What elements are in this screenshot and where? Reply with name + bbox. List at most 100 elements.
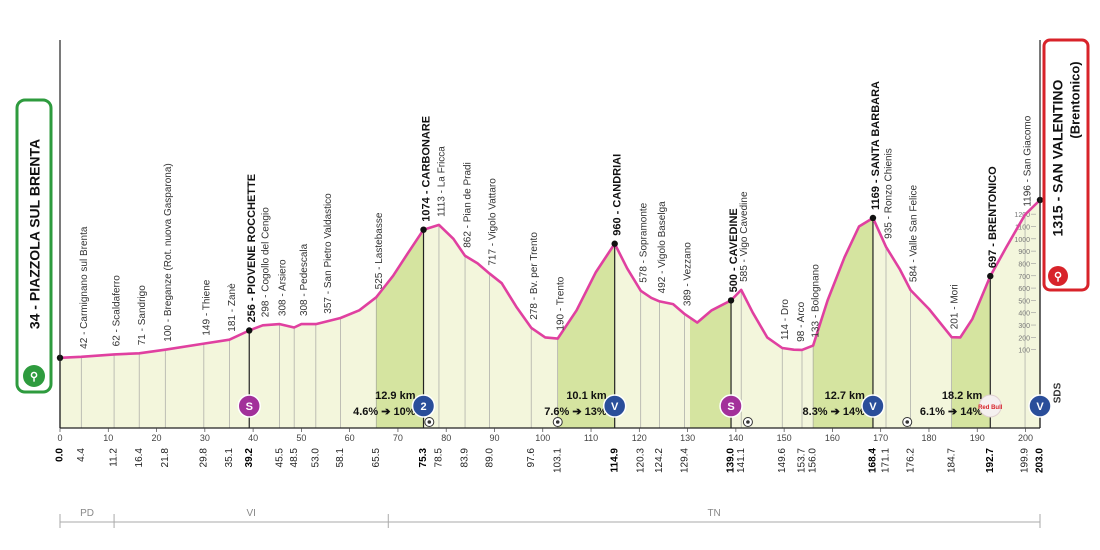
km-mark-label: 29.8 [199,448,210,468]
location-label: 960 - CANDRIAI [612,154,624,236]
route-markers: S 2 V S V Red Bull V SDS [237,382,1064,427]
km-mark-label: 120.3 [635,448,646,473]
climb-stats: 12.9 km 4.6% ➔ 10% 10.1 km 7.6% ➔ 13% 12.7 k… [353,390,982,418]
kom-marker-label: V [1036,401,1044,413]
axis-tick-label: 30 [200,433,210,443]
start-cyclist-glyph: ⚲ [30,371,38,383]
finish-cyclist-glyph: ⚲ [1054,271,1062,283]
altitude-tick-label: 600 [1018,286,1030,293]
profile-fill [60,200,1040,428]
avg-gradient: 7.6% ➔ [544,406,584,418]
axis-tick-label: 200 [1018,433,1033,443]
start-cyclist-icon [23,365,45,387]
location-label: 100 - Breganze (Rot. nuova Gasparona) [163,163,174,341]
km-mark-label: 103.1 [552,448,563,473]
climb-distance: 10.1 km [566,390,607,402]
region-label: PD [80,508,94,519]
altitude-tick-label: 1100 [1015,225,1030,232]
km-mark-label: 58.1 [335,448,346,468]
axis-tick-label: 40 [248,433,258,443]
climb-gradient: 6.1% ➔ 14% [920,406,983,418]
location-label: 114 - Dro [780,299,791,340]
climb-fill-2 [690,300,731,428]
km-mark-label: 153.7 [797,448,808,473]
location-label: 71 - Sandrigo [137,285,148,345]
axis-tick-label: 180 [921,433,936,443]
km-mark-label: 203.0 [1035,448,1046,473]
feed-zone-icon-dot [555,420,560,424]
location-label: 181 - Zanè [227,283,238,332]
km-mark-label: 184.7 [946,448,957,473]
location-label: 133 - Bolognano [811,264,822,338]
km-mark-label: 35.1 [224,448,235,468]
key-point-dot [987,272,994,280]
km-mark-label: 83.9 [460,448,471,468]
location-label: 42 - Carmignano sul Brenta [79,226,90,349]
location-label: 697 - BRENTONICO [987,166,999,268]
km-mark-label: 78.5 [434,448,445,468]
feed-zone-icon-dot [427,420,432,424]
location-label: 389 - Vezzano [682,242,693,306]
location-label: 585 - Vigo Cavedine [739,191,750,282]
km-mark-label: 192.7 [985,448,996,473]
km-mark-label: 199.9 [1020,448,1031,473]
km-mark-label: 129.4 [679,448,690,473]
finish-cyclist-icon [1048,266,1068,286]
climb-fill-3 [813,218,873,428]
altitude-tick-label: 800 [1018,261,1030,268]
km-mark-label: 171.1 [881,448,892,473]
max-gradient: 13% [585,406,607,418]
location-label: 308 - Pedescala [299,243,310,316]
start-finish-badges: ⚲ 34 - PIAZZOLA SUL BRENTA ⚲ 1315 - SAN VAL… [15,38,1090,394]
key-point-dot [420,226,427,233]
axis-tick-label: 120 [632,433,647,443]
profile-line-group [56,196,1044,362]
km-mark-label: 139.0 [726,448,737,473]
axis-tick-label: 160 [825,433,840,443]
location-label: 357 - San Pietro Valdastico [323,193,334,314]
location-label: 298 - Cogollo del Cengio [260,207,271,318]
axis-tick-label: 10 [103,433,113,443]
km-mark-label: 75.3 [418,448,429,468]
km-mark-label: 114.9 [609,448,620,473]
location-label: 717 - Vigolo Vattaro [487,178,498,266]
location-label: 256 - PIOVENE ROCCHETTE [246,174,258,323]
kom-marker [411,394,436,418]
axis-tick-label: 140 [728,433,743,443]
km-mark-label: 168.4 [868,448,879,473]
location-label: 525 - Lastebasse [374,212,385,289]
climb-gradient: 7.6% ➔ 13% [544,406,607,418]
location-label: 190 - Trento [555,276,566,330]
location-labels: 42 - Carmignano sul Brenta 62 - Scaldafer… [79,81,1034,349]
km-mark-label: 45.5 [274,448,285,468]
key-point-dot [246,327,253,334]
altitude-tick-label: 300 [1018,323,1030,330]
profile-area: 100 200 300 400 500 600 700 800 900 1000 1100 1200 [60,200,1040,428]
km-mark-label: 39.2 [244,448,255,468]
axis-tick-label: 110 [584,433,598,443]
axis-tick-label: 0 [57,433,62,443]
kom-marker-label: V [611,401,619,413]
kom-marker [861,394,885,418]
km-mark-label: 21.8 [160,448,171,468]
redbull-marker [978,394,1002,418]
kom-marker [602,394,627,418]
kom-marker-label: V [869,401,877,413]
sprint-marker-label: S [727,401,734,413]
axis-tick-label: 150 [777,433,792,443]
feed-zone-icon-dot [746,420,750,424]
location-label: 492 - Vigolo Baselga [657,201,668,294]
axis-tick-label: 170 [873,433,888,443]
km-mark-label: 4.4 [76,448,87,462]
start-badge [15,98,53,394]
altitude-tick-label: 1200 [1014,212,1030,219]
climb-fill-4 [951,276,991,428]
region-label: TN [707,508,720,519]
axis-tick-label: 50 [296,433,306,443]
key-point-dot [869,214,877,222]
avg-gradient: 8.3% ➔ [803,406,843,418]
altitude-tick-label: 1000 [1014,237,1030,244]
km-mark-label: 48.5 [289,448,300,468]
axis-tick-label: 100 [535,433,550,443]
